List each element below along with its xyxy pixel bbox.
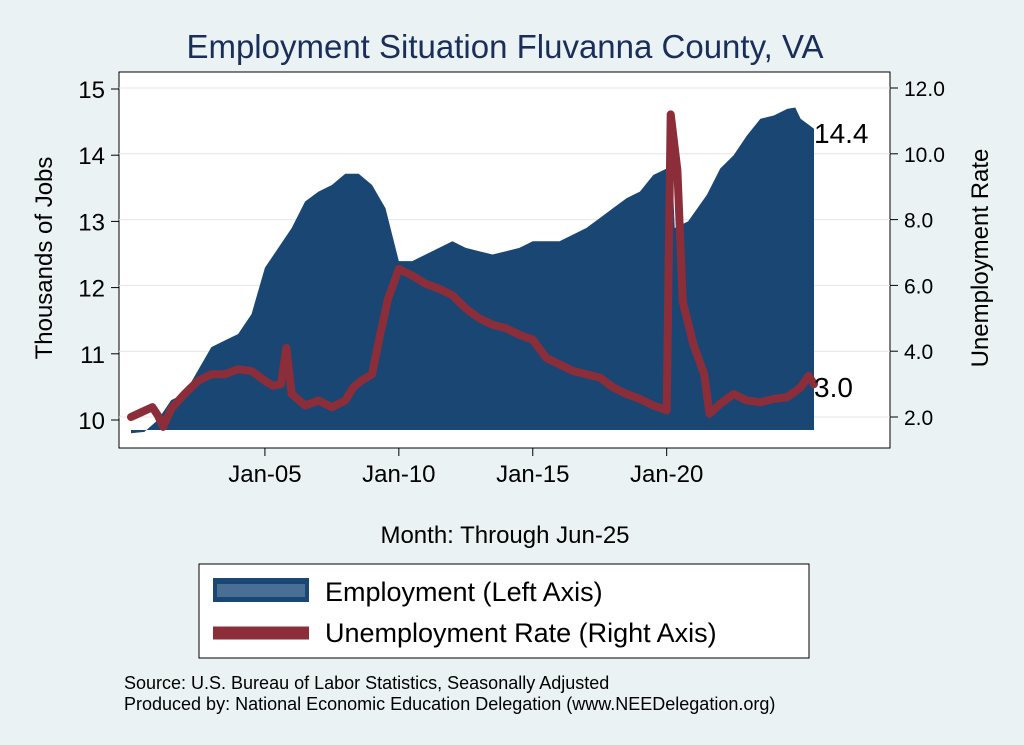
legend-label-unemployment: Unemployment Rate (Right Axis) bbox=[325, 618, 717, 648]
right-tick-label: 12.0 bbox=[904, 78, 945, 101]
x-axis: Jan-05 Jan-10 Jan-15 Jan-20 bbox=[228, 448, 703, 488]
producer-line: Produced by: National Economic Education… bbox=[124, 694, 775, 714]
y-axis-right-label: Unemployment Rate bbox=[967, 149, 994, 368]
right-tick-label: 6.0 bbox=[904, 275, 933, 298]
unemployment-end-label: 3.0 bbox=[814, 372, 853, 403]
source-line: Source: U.S. Bureau of Labor Statistics,… bbox=[124, 673, 609, 693]
x-axis-label: Month: Through Jun-25 bbox=[380, 522, 629, 549]
unemployment-line bbox=[127, 110, 818, 431]
left-tick-label: 15 bbox=[78, 77, 105, 104]
right-tick-label: 4.0 bbox=[904, 341, 933, 364]
x-tick-label: Jan-20 bbox=[630, 461, 703, 488]
right-tick-label: 2.0 bbox=[904, 407, 933, 430]
unemployment-line-layer bbox=[127, 110, 818, 431]
left-tick-label: 12 bbox=[78, 276, 105, 303]
x-tick-label: Jan-15 bbox=[496, 461, 569, 488]
right-tick-label: 8.0 bbox=[904, 210, 933, 233]
employment-area-layer bbox=[131, 107, 814, 434]
legend-label-employment: Employment (Left Axis) bbox=[325, 577, 603, 607]
left-tick-label: 10 bbox=[78, 408, 105, 435]
x-tick-label: Jan-10 bbox=[362, 461, 435, 488]
y-axis-left-label: Thousands of Jobs bbox=[31, 157, 58, 360]
right-tick-label: 10.0 bbox=[904, 144, 945, 167]
left-tick-label: 14 bbox=[78, 143, 105, 170]
left-tick-label: 11 bbox=[80, 342, 105, 369]
chart-title: Employment Situation Fluvanna County, VA bbox=[186, 28, 823, 65]
x-tick-label: Jan-05 bbox=[228, 461, 301, 488]
right-axis: 2.0 4.0 6.0 8.0 10.0 12.0 bbox=[890, 78, 945, 430]
left-tick-label: 13 bbox=[78, 209, 105, 236]
legend: Employment (Left Axis) Unemployment Rate… bbox=[198, 563, 810, 659]
employment-end-label: 14.4 bbox=[814, 118, 869, 149]
left-axis: 10 11 12 13 14 15 bbox=[78, 77, 119, 435]
employment-area bbox=[131, 107, 814, 434]
legend-swatch-employment-inner bbox=[217, 584, 305, 597]
